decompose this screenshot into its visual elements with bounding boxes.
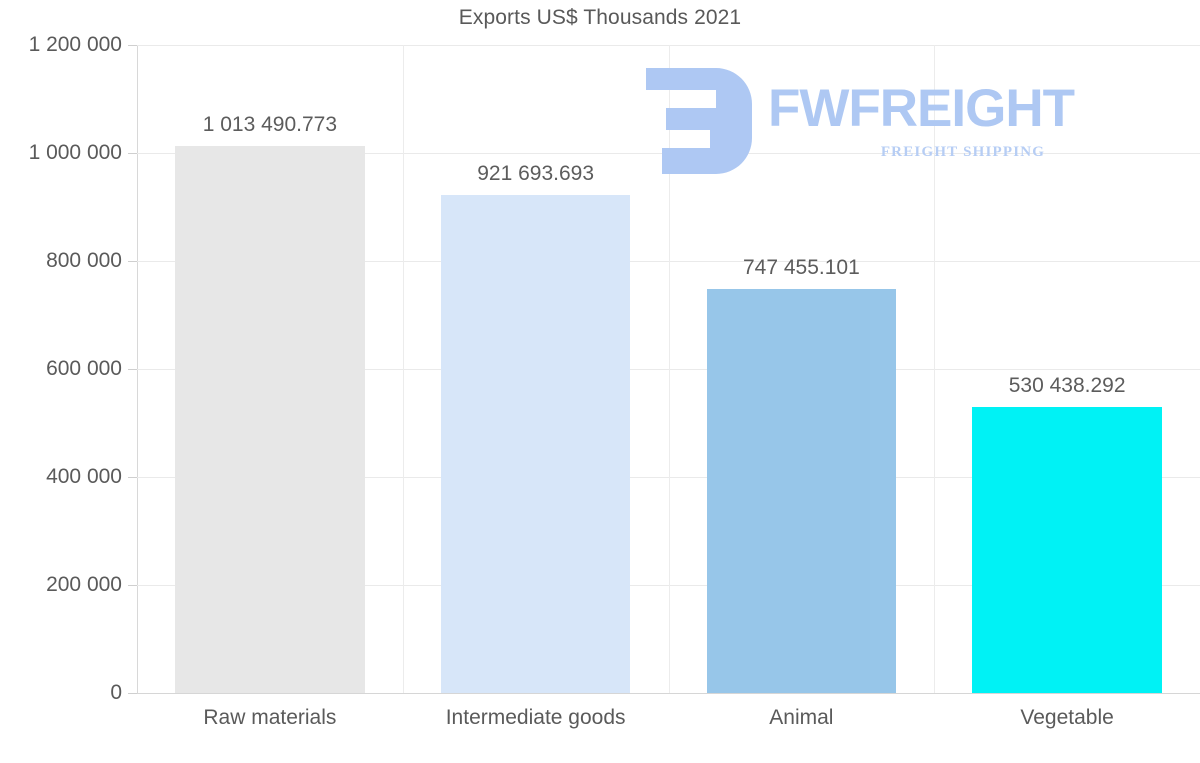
- gridline: [137, 693, 1200, 694]
- y-axis-label: 200 000: [46, 573, 122, 596]
- y-axis-tick: [128, 585, 137, 586]
- plot-area: 1 013 490.773 921 693.693 747 455.101 530 4…: [137, 45, 1200, 694]
- bar-vegetable[interactable]: [972, 406, 1162, 693]
- bar-value-label: 747 455.101: [742, 256, 860, 280]
- bar-raw-materials[interactable]: [175, 145, 365, 693]
- y-axis-label: 600 000: [46, 357, 122, 380]
- y-axis-tick: [128, 693, 137, 694]
- x-axis-label: Animal: [769, 706, 834, 729]
- gridline: [137, 477, 1200, 478]
- category-divider: [403, 45, 404, 693]
- bar-animal[interactable]: [706, 289, 897, 693]
- y-axis-tick: [128, 369, 137, 370]
- gridline: [137, 585, 1200, 586]
- bar-value-label: 1 013 490.773: [202, 112, 338, 136]
- y-axis-tick: [128, 45, 137, 46]
- bar-value-label: 530 438.292: [1008, 373, 1126, 397]
- gridline: [137, 261, 1200, 262]
- category-divider: [669, 45, 670, 693]
- chart-title: Exports US$ Thousands 2021: [458, 6, 742, 29]
- y-axis-tick: [128, 153, 137, 154]
- x-axis-label: Vegetable: [1020, 706, 1114, 729]
- bar-intermediate-goods[interactable]: [440, 195, 631, 693]
- y-axis-label: 1 000 000: [28, 141, 122, 164]
- bar-value-label: 921 693.693: [477, 162, 595, 186]
- y-axis-label: 800 000: [46, 249, 122, 272]
- y-axis-tick: [128, 261, 137, 262]
- gridline: [137, 45, 1200, 46]
- category-divider: [934, 45, 935, 693]
- y-axis-label: 1 200 000: [28, 33, 122, 56]
- y-axis-label: 0: [110, 681, 122, 704]
- x-axis-label: Intermediate goods: [445, 706, 626, 729]
- gridline: [137, 369, 1200, 370]
- y-axis-tick: [128, 477, 137, 478]
- y-axis-label: 400 000: [46, 465, 122, 488]
- x-axis-label: Raw materials: [203, 706, 337, 729]
